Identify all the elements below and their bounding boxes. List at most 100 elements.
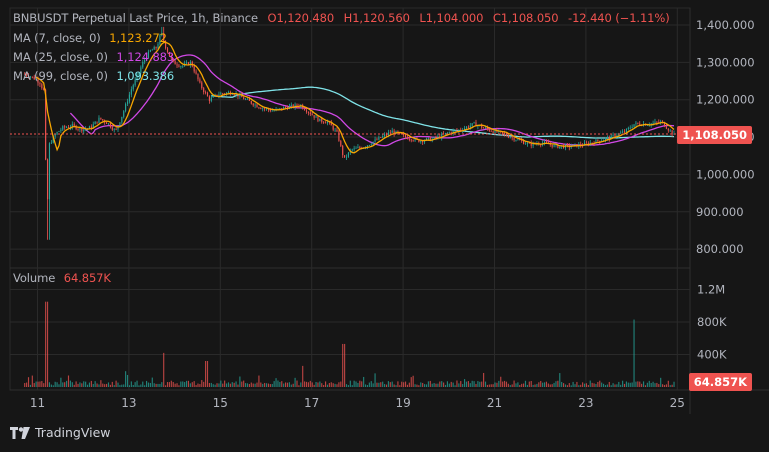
candle-body: [665, 126, 667, 129]
candle-body: [342, 145, 344, 156]
ma99-legend[interactable]: MA (99, close, 0) 1,093.386: [13, 69, 174, 83]
volume-bar: [610, 385, 612, 387]
candle-body: [424, 140, 426, 143]
volume-bar: [27, 377, 30, 387]
time-tick-label: 25: [670, 396, 685, 410]
candle-body: [614, 135, 616, 137]
volume-bar: [250, 382, 252, 387]
volume-value: 64.857K: [63, 271, 111, 285]
candle-body: [401, 133, 403, 135]
volume-bar: [277, 380, 279, 387]
candle-body: [315, 116, 317, 118]
volume-bar: [123, 384, 125, 387]
volume-legend[interactable]: Volume 64.857K: [13, 271, 111, 285]
volume-bar: [279, 381, 281, 387]
volume-bar: [210, 382, 212, 387]
candle-body: [473, 122, 475, 124]
candle-body: [654, 121, 656, 123]
candle-body: [412, 140, 414, 142]
candle-body: [208, 96, 210, 101]
tradingview-logo-icon: [10, 426, 30, 439]
candle-body: [332, 125, 334, 130]
candle-body: [145, 58, 148, 60]
candle-body: [384, 134, 386, 137]
volume-bar: [233, 382, 235, 387]
volume-bar: [622, 380, 624, 387]
volume-bar: [345, 384, 348, 387]
volume-bar: [524, 380, 527, 387]
volume-bar: [182, 381, 184, 387]
candle-body: [62, 126, 64, 130]
volume-bar: [60, 377, 62, 387]
candle-body: [294, 104, 296, 108]
volume-bar: [26, 382, 28, 387]
candle-body: [444, 132, 447, 134]
volume-bar: [387, 381, 389, 387]
candle-body: [66, 127, 68, 128]
volume-label: Volume: [13, 271, 56, 285]
volume-bar: [633, 319, 635, 387]
volume-bar: [477, 381, 479, 387]
volume-bar: [410, 377, 412, 387]
candle-body: [153, 47, 155, 50]
volume-bar: [45, 301, 47, 387]
ma99-path: [211, 86, 675, 139]
volume-bar: [382, 381, 384, 387]
candle-body: [528, 142, 530, 144]
volume-bar: [153, 383, 155, 387]
volume-bar: [86, 384, 89, 387]
candle-body: [56, 131, 58, 135]
candle-body: [279, 108, 281, 109]
ma7-legend[interactable]: MA (7, close, 0) 1,123.272: [13, 31, 167, 45]
volume-bar: [444, 384, 447, 387]
volume-bar: [446, 381, 449, 387]
ma7-path: [35, 41, 675, 154]
volume-bar: [593, 383, 595, 387]
volume-bar: [205, 361, 207, 387]
volume-bar: [587, 385, 589, 387]
candle-body: [252, 103, 254, 106]
volume-bar: [142, 381, 144, 387]
volume-bar: [281, 381, 283, 387]
tradingview-brand[interactable]: TradingView: [10, 425, 111, 440]
volume-bar: [355, 381, 357, 387]
volume-bar: [650, 382, 652, 387]
volume-bar: [172, 381, 174, 387]
candle-body: [98, 117, 100, 123]
candle-body: [189, 61, 191, 65]
volume-bar: [151, 377, 153, 387]
volume-bar: [113, 385, 115, 387]
volume-bar: [389, 382, 391, 387]
candle-body: [123, 111, 125, 117]
volume-bar: [332, 383, 334, 387]
volume-bar: [283, 383, 285, 387]
candle-body: [490, 130, 492, 132]
candle-body: [88, 126, 91, 129]
candle-body: [566, 144, 568, 146]
ma7-value: 1,123.272: [109, 31, 167, 45]
candle-body: [24, 73, 26, 75]
volume-bar: [385, 384, 388, 387]
price-tick-label: 1,000.000: [696, 167, 755, 181]
volume-bar: [564, 384, 567, 387]
volume-bar: [304, 381, 306, 387]
volume-bar: [401, 381, 403, 387]
ma25-legend[interactable]: MA (25, close, 0) 1,124.883: [13, 50, 174, 64]
candle-body: [530, 143, 532, 146]
volume-bar: [134, 382, 136, 387]
volume-bar: [532, 384, 534, 387]
volume-bar: [359, 380, 361, 387]
candle-body: [488, 129, 490, 131]
volume-bar: [467, 381, 469, 387]
volume-bar: [323, 384, 325, 387]
candle-body: [397, 131, 399, 133]
candle-body: [92, 124, 94, 129]
volume-bar: [340, 381, 342, 387]
volume-bar: [437, 383, 439, 387]
volume-bar: [185, 380, 188, 387]
candle-body: [151, 49, 153, 51]
ohlc-open: O1,120.480: [267, 11, 335, 25]
volume-bar: [324, 381, 327, 387]
